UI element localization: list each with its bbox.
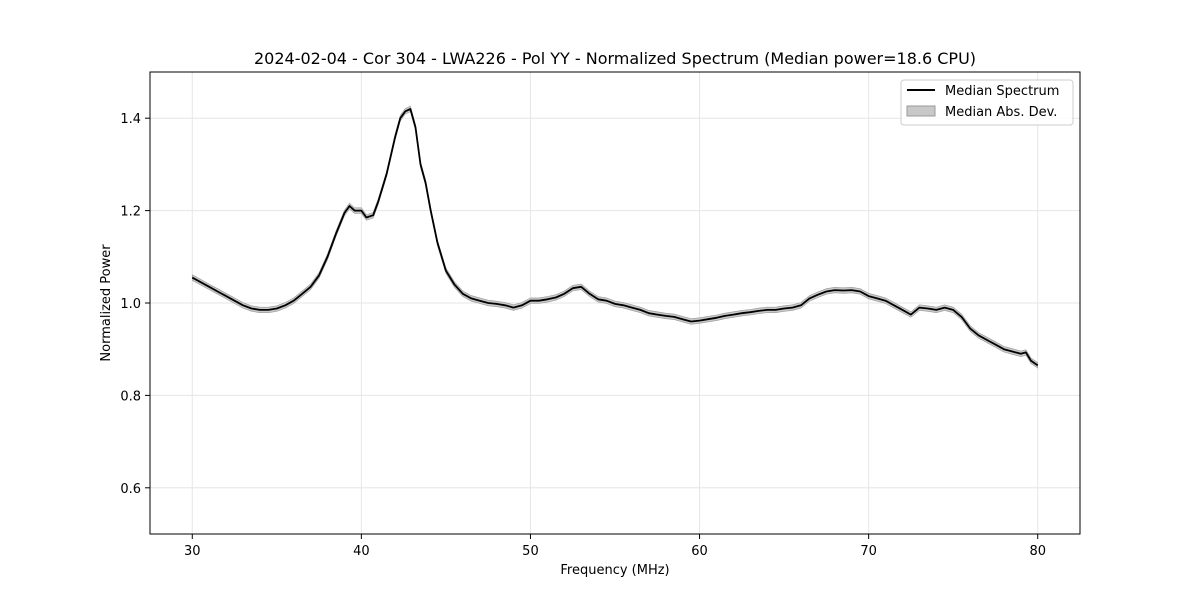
x-tick-label: 80 [1029, 544, 1046, 559]
x-tick-label: 50 [522, 544, 539, 559]
y-axis-label: Normalized Power [99, 244, 114, 362]
legend: Median Spectrum Median Abs. Dev. [900, 79, 1074, 126]
y-tick-label: 0.6 [120, 482, 141, 497]
legend-mad-label: Median Abs. Dev. [945, 105, 1057, 120]
y-tick-label: 1.0 [120, 297, 141, 312]
y-tick-label: 1.4 [120, 112, 141, 127]
median-line-layer [191, 108, 1039, 367]
legend-box [900, 79, 1074, 126]
x-axis-label: Frequency (MHz) [560, 563, 669, 578]
axis-ticks: 30 40 50 60 70 80 0.6 0.8 1.0 1.2 1.4 [120, 112, 1046, 559]
chart-title: 2024-02-04 - Cor 304 - LWA226 - Pol YY -… [254, 49, 976, 68]
y-tick-label: 1.2 [120, 205, 141, 220]
x-tick-label: 70 [860, 544, 877, 559]
x-tick-label: 40 [353, 544, 370, 559]
x-tick-label: 60 [691, 544, 708, 559]
x-tick-label: 30 [184, 544, 201, 559]
median-spectrum-line [191, 108, 1039, 367]
legend-median-label: Median Spectrum [945, 84, 1059, 99]
y-tick-label: 0.8 [120, 389, 141, 404]
legend-mad-swatch [906, 105, 936, 117]
